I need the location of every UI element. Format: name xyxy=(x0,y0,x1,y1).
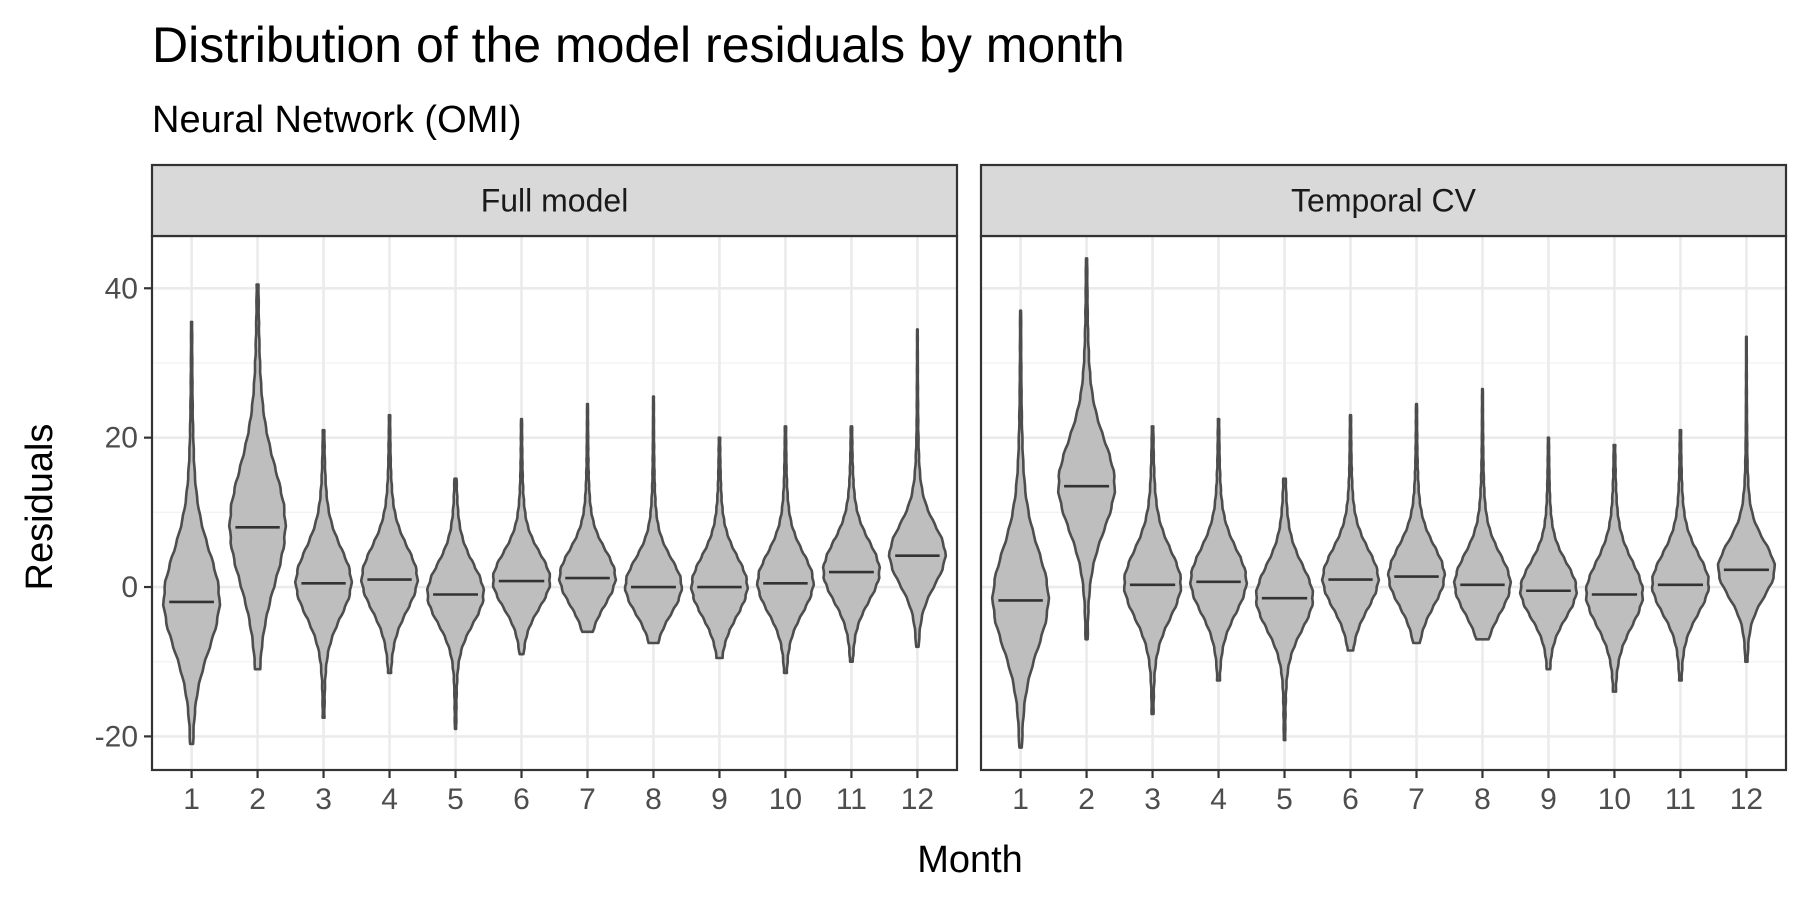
y-axis-title: Residuals xyxy=(19,424,61,591)
facet-strip xyxy=(979,163,1788,238)
x-tick-label: 12 xyxy=(1730,783,1763,816)
violin-month-8 xyxy=(1452,387,1513,641)
y-tick-label: -20 xyxy=(95,720,138,753)
violin-month-9 xyxy=(689,436,750,660)
facet-label: Full model xyxy=(481,183,629,219)
x-tick-label: 1 xyxy=(183,783,200,816)
x-tick-label: 2 xyxy=(1078,783,1095,816)
chart-title: Distribution of the model residuals by m… xyxy=(152,17,1125,73)
violin-month-1 xyxy=(990,309,1051,749)
violin-month-1 xyxy=(161,320,222,746)
violin-month-8 xyxy=(623,395,684,645)
y-tick-label: 20 xyxy=(105,422,138,455)
violin-month-3 xyxy=(1122,425,1183,716)
y-tick-label: 0 xyxy=(121,571,138,604)
x-tick-label: 3 xyxy=(1144,783,1161,816)
facet-strip xyxy=(150,163,959,238)
x-tick-label: 4 xyxy=(1210,783,1227,816)
violin-month-2 xyxy=(1056,257,1117,641)
x-tick-label: 8 xyxy=(645,783,662,816)
x-tick-label: 4 xyxy=(381,783,398,816)
violin-month-2 xyxy=(227,283,288,671)
x-tick-label: 7 xyxy=(579,783,596,816)
x-tick-label: 11 xyxy=(1665,783,1696,816)
violin-month-11 xyxy=(1650,428,1711,682)
panel-2: Temporal CV1 2 3 4 5 6 7 8 9 10 11 12 xyxy=(979,163,1788,816)
x-tick-label: 5 xyxy=(447,783,464,816)
facet-label: Temporal CV xyxy=(1291,183,1477,219)
x-tick-label: 3 xyxy=(315,783,332,816)
x-tick-label: 5 xyxy=(1276,783,1293,816)
violin-month-6 xyxy=(1320,413,1381,652)
x-tick-label: 6 xyxy=(513,783,530,816)
x-tick-label: 9 xyxy=(1540,783,1557,816)
panel-background xyxy=(152,236,957,770)
violin-month-7 xyxy=(1386,402,1447,645)
violin-month-7 xyxy=(557,402,618,634)
violin-month-12 xyxy=(1716,335,1777,663)
x-tick-label: 7 xyxy=(1408,783,1425,816)
violin-month-4 xyxy=(1188,417,1249,682)
panel-background xyxy=(981,236,1786,770)
chart-subtitle: Neural Network (OMI) xyxy=(152,99,522,141)
x-axis-title: Month xyxy=(917,839,1023,881)
violin-month-3 xyxy=(293,428,354,719)
x-tick-label: 8 xyxy=(1474,783,1491,816)
violin-month-6 xyxy=(491,417,552,656)
x-tick-label: 10 xyxy=(769,783,802,816)
violin-month-4 xyxy=(359,413,420,675)
x-tick-label: 12 xyxy=(901,783,934,816)
x-tick-label: 10 xyxy=(1598,783,1631,816)
violin-month-5 xyxy=(425,477,486,731)
x-tick-label: 9 xyxy=(711,783,728,816)
x-tick-label: 1 xyxy=(1012,783,1029,816)
y-tick-label: 40 xyxy=(105,272,138,305)
violin-month-10 xyxy=(755,425,816,675)
x-tick-label: 6 xyxy=(1342,783,1359,816)
x-tick-label: 11 xyxy=(836,783,867,816)
violin-month-11 xyxy=(821,425,882,663)
violin-month-12 xyxy=(887,328,948,649)
violin-month-10 xyxy=(1584,443,1645,693)
violin-month-5 xyxy=(1254,477,1315,742)
violin-month-9 xyxy=(1518,436,1579,671)
x-tick-label: 2 xyxy=(249,783,266,816)
